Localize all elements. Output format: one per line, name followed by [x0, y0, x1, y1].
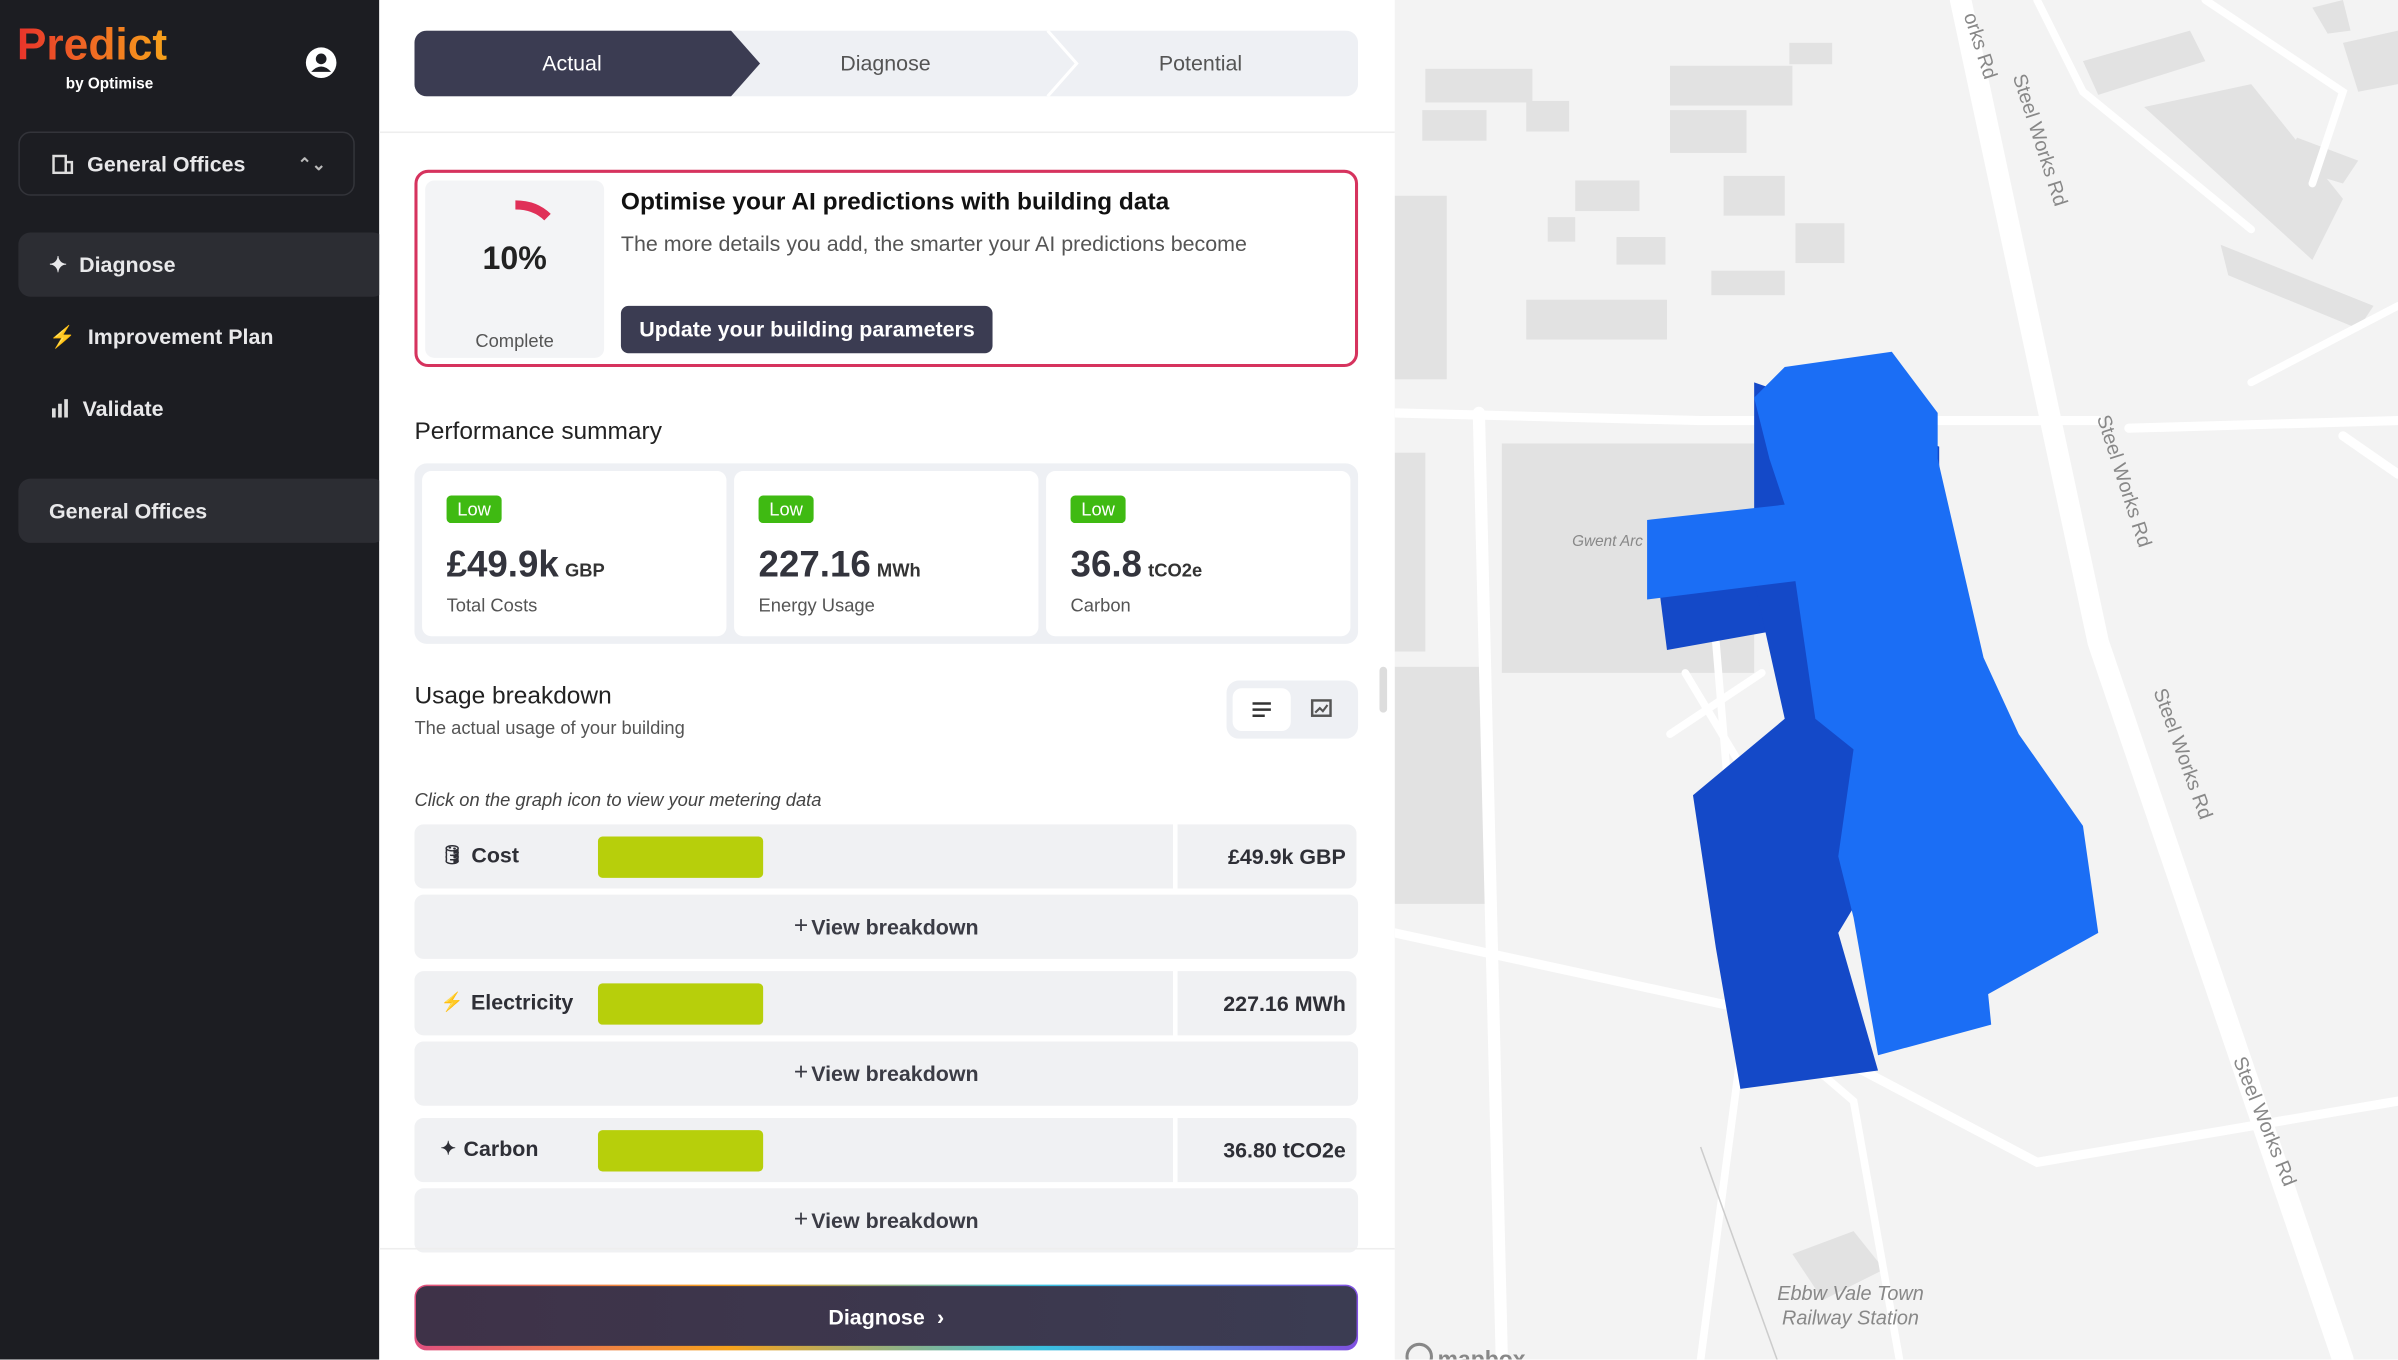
project-label: General Offices — [48, 498, 208, 524]
prompt-card: 10% Complete Optimise your AI prediction… — [414, 169, 1359, 368]
row-label: Electricity — [470, 989, 574, 1014]
map[interactable]: orks Rd Steel Works Rd Steel Works Rd St… — [1390, 0, 2398, 1360]
row-name: ⚡ Electricity — [440, 989, 574, 1014]
graph-view-button[interactable] — [1303, 696, 1340, 724]
project-item[interactable]: General Offices — [18, 478, 386, 543]
card-value: 36.8 tCO2e — [1071, 544, 1203, 587]
view-breakdown[interactable]: + View breakdown — [414, 1188, 1359, 1253]
building-3d — [1647, 351, 2099, 1089]
brand: Predict — [16, 21, 168, 71]
nav-item[interactable]: Validate — [18, 376, 385, 440]
section-title: Usage breakdown — [414, 683, 612, 710]
view-breakdown[interactable]: + View breakdown — [414, 1041, 1359, 1106]
building-selector[interactable]: General Offices ⌃⌄ — [18, 131, 355, 196]
row-label: Cost — [471, 842, 519, 868]
value: 227.16 — [758, 544, 871, 586]
map-attribution: mapbox — [1438, 1346, 1526, 1359]
unit: tCO2e — [1148, 559, 1203, 582]
section-subtitle: The actual usage of your building — [414, 717, 685, 739]
card-label: Carbon — [1070, 594, 1131, 617]
summary-card: Low 227.16 MWh Energy Usage — [734, 471, 1039, 637]
list-view-button[interactable] — [1232, 688, 1291, 732]
badge: Low — [446, 495, 502, 524]
row-name: ✦ Carbon — [440, 1136, 539, 1161]
view-toggle — [1226, 680, 1359, 739]
tagline: by Optimise — [65, 76, 154, 94]
progress-value: 10% — [482, 241, 547, 277]
breakdown-label: View breakdown — [811, 914, 979, 940]
badge: Low — [1070, 495, 1126, 524]
usage-bar — [597, 836, 764, 878]
row-total: £49.9k GBP — [1177, 824, 1357, 889]
update-button[interactable]: Update your building parameters — [620, 305, 994, 354]
section-title: Performance summary — [414, 419, 662, 446]
user-icon[interactable] — [304, 46, 338, 80]
summary-card: Low 36.8 tCO2e Carbon — [1046, 471, 1351, 637]
divider — [379, 1247, 1395, 1250]
divider — [379, 131, 1395, 134]
stepper: Actual Diagnose Potential — [414, 30, 1359, 97]
summary-card: Low £49.9k GBP Total Costs — [422, 471, 727, 637]
scrollbar[interactable] — [1379, 666, 1388, 713]
button-label: Diagnose — [828, 1303, 925, 1329]
breakdown-label: View breakdown — [811, 1061, 979, 1086]
summary-cards: Low £49.9k GBP Total Costs Low 227.16 MWh … — [414, 463, 1359, 644]
map-canvas: orks Rd Steel Works Rd Steel Works Rd St… — [1390, 0, 2398, 1360]
road-label: Steel Works Rd — [2092, 412, 2155, 550]
usage-row: ⚡ Electricity — [414, 971, 1174, 1036]
sidebar: Predict by Optimise General Offices ⌃⌄ ✦… — [0, 0, 386, 1360]
unit: GBP — [564, 559, 605, 582]
progress-label: Complete — [475, 330, 554, 352]
step-label[interactable]: Potential — [1159, 51, 1242, 75]
step-label[interactable]: Actual — [542, 51, 601, 75]
nav-label: Validate — [82, 396, 164, 421]
usage-bar — [597, 983, 764, 1025]
row-name: 🛢 Cost — [440, 842, 519, 868]
step-active[interactable] — [414, 30, 761, 97]
nav-item[interactable]: ✦ Diagnose — [18, 232, 386, 297]
nav-item[interactable]: ⚡ Improvement Plan — [48, 323, 274, 349]
place-label: Gwent Arc — [1572, 533, 1643, 550]
selector-label: General Offices — [87, 151, 246, 176]
hint: Click on the graph icon to view your met… — [414, 789, 822, 811]
place-label: Railway Station — [1782, 1307, 1919, 1329]
card-label: Energy Usage — [758, 594, 875, 617]
prompt-subtitle: The more details you add, the smarter yo… — [620, 230, 1247, 256]
view-breakdown[interactable]: + View breakdown — [414, 894, 1359, 959]
road-label: Steel Works Rd — [2008, 71, 2071, 209]
usage-bar — [597, 1130, 764, 1172]
row-total: 36.80 tCO2e — [1177, 1117, 1357, 1183]
card-label: Total Costs — [446, 594, 538, 617]
row-total: 227.16 MWh — [1177, 971, 1357, 1036]
breakdown-label: View breakdown — [811, 1208, 979, 1233]
badge: Low — [758, 495, 814, 524]
card-value: £49.9k GBP — [447, 544, 605, 587]
place-label: Ebbw Vale Town — [1777, 1283, 1924, 1305]
diagnose-button[interactable]: Diagnose › — [414, 1284, 1359, 1351]
usage-row: 🛢 Cost — [414, 824, 1174, 889]
prompt-title: Optimise your AI predictions with buildi… — [620, 189, 1170, 216]
progress-box: 10% Complete — [425, 180, 605, 358]
value: £49.9k — [446, 544, 559, 586]
card-value: 227.16 MWh — [759, 544, 921, 587]
row-label: Carbon — [463, 1136, 539, 1161]
step-label[interactable]: Diagnose — [840, 51, 930, 75]
unit: MWh — [876, 559, 921, 582]
value: 36.8 — [1070, 544, 1142, 586]
nav-label: Diagnose — [79, 252, 176, 277]
usage-row: ✦ Carbon — [414, 1117, 1174, 1183]
nav-label: Improvement Plan — [87, 324, 274, 349]
progress-arc — [515, 200, 551, 221]
